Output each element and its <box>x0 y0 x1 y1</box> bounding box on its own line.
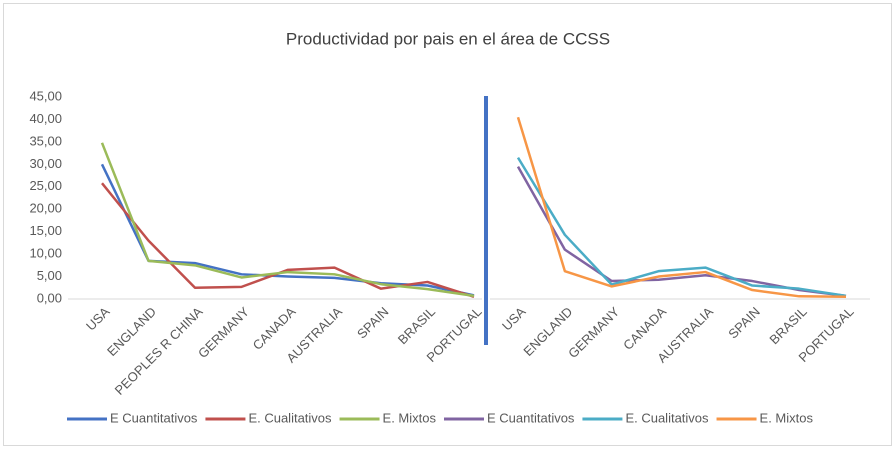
y-tick-label: 20,00 <box>29 201 62 216</box>
y-tick-label: 5,00 <box>37 268 62 283</box>
y-tick-label: 45,00 <box>29 88 62 103</box>
y-tick-label: 25,00 <box>29 178 62 193</box>
legend-label: E Cuantitativos <box>487 410 575 425</box>
legend-label: E. Cualitativos <box>248 410 332 425</box>
legend-label: E Cuantitativos <box>110 410 198 425</box>
series-line <box>101 182 475 298</box>
series-line <box>516 156 847 298</box>
series-line <box>100 142 475 298</box>
legend-label: E. Cualitativos <box>625 410 709 425</box>
y-tick-label: 0,00 <box>37 290 62 305</box>
y-tick-label: 40,00 <box>29 111 62 126</box>
y-tick-label: 15,00 <box>29 223 62 238</box>
chart-title: Productividad por pais en el área de CCS… <box>286 29 610 48</box>
chart-border <box>3 3 892 446</box>
y-tick-label: 10,00 <box>29 246 62 261</box>
legend-label: E. Mixtos <box>383 410 437 425</box>
y-tick-label: 35,00 <box>29 133 62 148</box>
legend-label: E. Mixtos <box>760 410 814 425</box>
y-tick-label: 30,00 <box>29 156 62 171</box>
series-line <box>516 116 847 299</box>
